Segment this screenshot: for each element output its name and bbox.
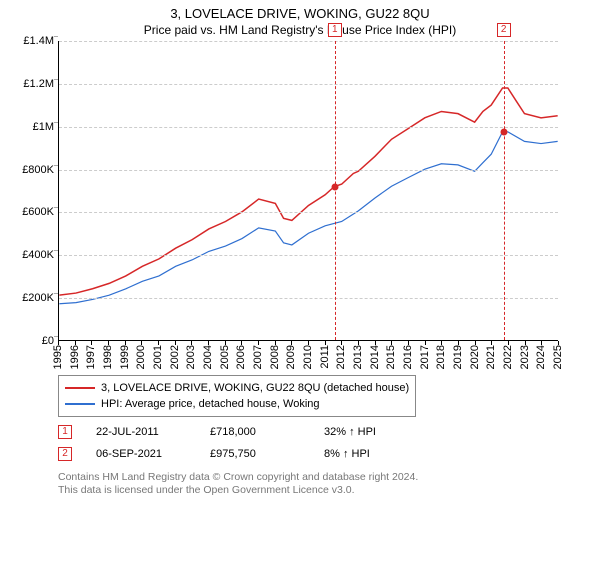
x-tick-label: 2005 bbox=[219, 345, 231, 369]
event-row: 2 06-SEP-2021 £975,750 8% ↑ HPI bbox=[58, 443, 590, 465]
y-tick-label: £400K bbox=[22, 249, 54, 261]
series-line bbox=[59, 88, 557, 295]
event-marker-label: 1 bbox=[328, 23, 342, 37]
x-tick-label: 2021 bbox=[485, 345, 497, 369]
series-line bbox=[59, 132, 557, 304]
legend-swatch bbox=[65, 387, 95, 389]
footer-attribution: Contains HM Land Registry data © Crown c… bbox=[58, 471, 590, 497]
gridline bbox=[59, 298, 558, 299]
gridline bbox=[59, 255, 558, 256]
legend-swatch bbox=[65, 403, 95, 405]
x-tick-label: 2019 bbox=[452, 345, 464, 369]
x-tick-label: 2006 bbox=[235, 345, 247, 369]
x-tick-label: 2017 bbox=[419, 345, 431, 369]
x-tick-label: 2003 bbox=[185, 345, 197, 369]
footer-line1: Contains HM Land Registry data © Crown c… bbox=[58, 471, 590, 484]
x-tick-label: 2025 bbox=[552, 345, 564, 369]
gridline bbox=[59, 84, 558, 85]
event-price: £975,750 bbox=[210, 443, 300, 465]
plot-area: 12 bbox=[58, 41, 558, 341]
event-price: £718,000 bbox=[210, 421, 300, 443]
x-tick-label: 2014 bbox=[369, 345, 381, 369]
x-tick-label: 2024 bbox=[535, 345, 547, 369]
x-tick-label: 1998 bbox=[102, 345, 114, 369]
y-tick-label: £1M bbox=[33, 121, 54, 133]
event-data-point bbox=[500, 128, 507, 135]
x-tick-label: 2015 bbox=[385, 345, 397, 369]
gridline bbox=[59, 212, 558, 213]
event-date: 22-JUL-2011 bbox=[96, 421, 186, 443]
x-tick-label: 2020 bbox=[469, 345, 481, 369]
gridline bbox=[59, 41, 558, 42]
event-index-box: 2 bbox=[58, 447, 72, 461]
x-tick-label: 2008 bbox=[269, 345, 281, 369]
event-delta: 32% ↑ HPI bbox=[324, 421, 414, 443]
event-delta: 8% ↑ HPI bbox=[324, 443, 414, 465]
x-tick-label: 1996 bbox=[69, 345, 81, 369]
y-tick-label: £1.4M bbox=[23, 35, 54, 47]
event-marker-line bbox=[504, 41, 505, 340]
event-date: 06-SEP-2021 bbox=[96, 443, 186, 465]
x-tick-label: 2010 bbox=[302, 345, 314, 369]
x-tick-label: 1995 bbox=[52, 345, 64, 369]
event-row: 1 22-JUL-2011 £718,000 32% ↑ HPI bbox=[58, 421, 590, 443]
event-data-point bbox=[331, 184, 338, 191]
x-tick-label: 2002 bbox=[169, 345, 181, 369]
x-tick-label: 2018 bbox=[435, 345, 447, 369]
event-marker-label: 2 bbox=[497, 23, 511, 37]
x-tick-label: 2011 bbox=[319, 345, 331, 369]
x-tick-label: 1997 bbox=[85, 345, 97, 369]
y-tick-label: £200K bbox=[22, 292, 54, 304]
legend-row: HPI: Average price, detached house, Woki… bbox=[65, 396, 409, 412]
x-tick-label: 2022 bbox=[502, 345, 514, 369]
chart-container: 3, LOVELACE DRIVE, WOKING, GU22 8QU Pric… bbox=[0, 6, 600, 566]
y-tick-label: £1.2M bbox=[23, 78, 54, 90]
y-axis: £0£200K£400K£600K£800K£1M£1.2M£1.4M bbox=[8, 41, 58, 341]
event-table: 1 22-JUL-2011 £718,000 32% ↑ HPI 2 06-SEP-202… bbox=[58, 421, 590, 465]
x-tick-label: 2000 bbox=[135, 345, 147, 369]
y-tick-label: £800K bbox=[22, 164, 54, 176]
legend-label: 3, LOVELACE DRIVE, WOKING, GU22 8QU (det… bbox=[101, 380, 409, 396]
legend-row: 3, LOVELACE DRIVE, WOKING, GU22 8QU (det… bbox=[65, 380, 409, 396]
chart-title: 3, LOVELACE DRIVE, WOKING, GU22 8QU bbox=[0, 6, 600, 21]
gridline bbox=[59, 170, 558, 171]
x-axis: 1995199619971998199920002001200220032004… bbox=[58, 341, 558, 371]
x-tick-label: 2016 bbox=[402, 345, 414, 369]
x-tick-label: 2007 bbox=[252, 345, 264, 369]
x-tick-label: 2013 bbox=[352, 345, 364, 369]
legend: 3, LOVELACE DRIVE, WOKING, GU22 8QU (det… bbox=[58, 375, 416, 417]
line-series bbox=[59, 41, 558, 340]
x-tick-label: 2012 bbox=[335, 345, 347, 369]
event-index-box: 1 bbox=[58, 425, 72, 439]
x-tick-label: 2004 bbox=[202, 345, 214, 369]
x-tick-label: 2001 bbox=[152, 345, 164, 369]
chart-area: £0£200K£400K£600K£800K£1M£1.2M£1.4M 12 1… bbox=[8, 41, 568, 371]
x-tick-label: 2023 bbox=[519, 345, 531, 369]
legend-label: HPI: Average price, detached house, Woki… bbox=[101, 396, 320, 412]
x-tick-label: 1999 bbox=[119, 345, 131, 369]
y-tick-label: £600K bbox=[22, 206, 54, 218]
footer-line2: This data is licensed under the Open Gov… bbox=[58, 484, 590, 497]
gridline bbox=[59, 127, 558, 128]
x-tick-label: 2009 bbox=[285, 345, 297, 369]
